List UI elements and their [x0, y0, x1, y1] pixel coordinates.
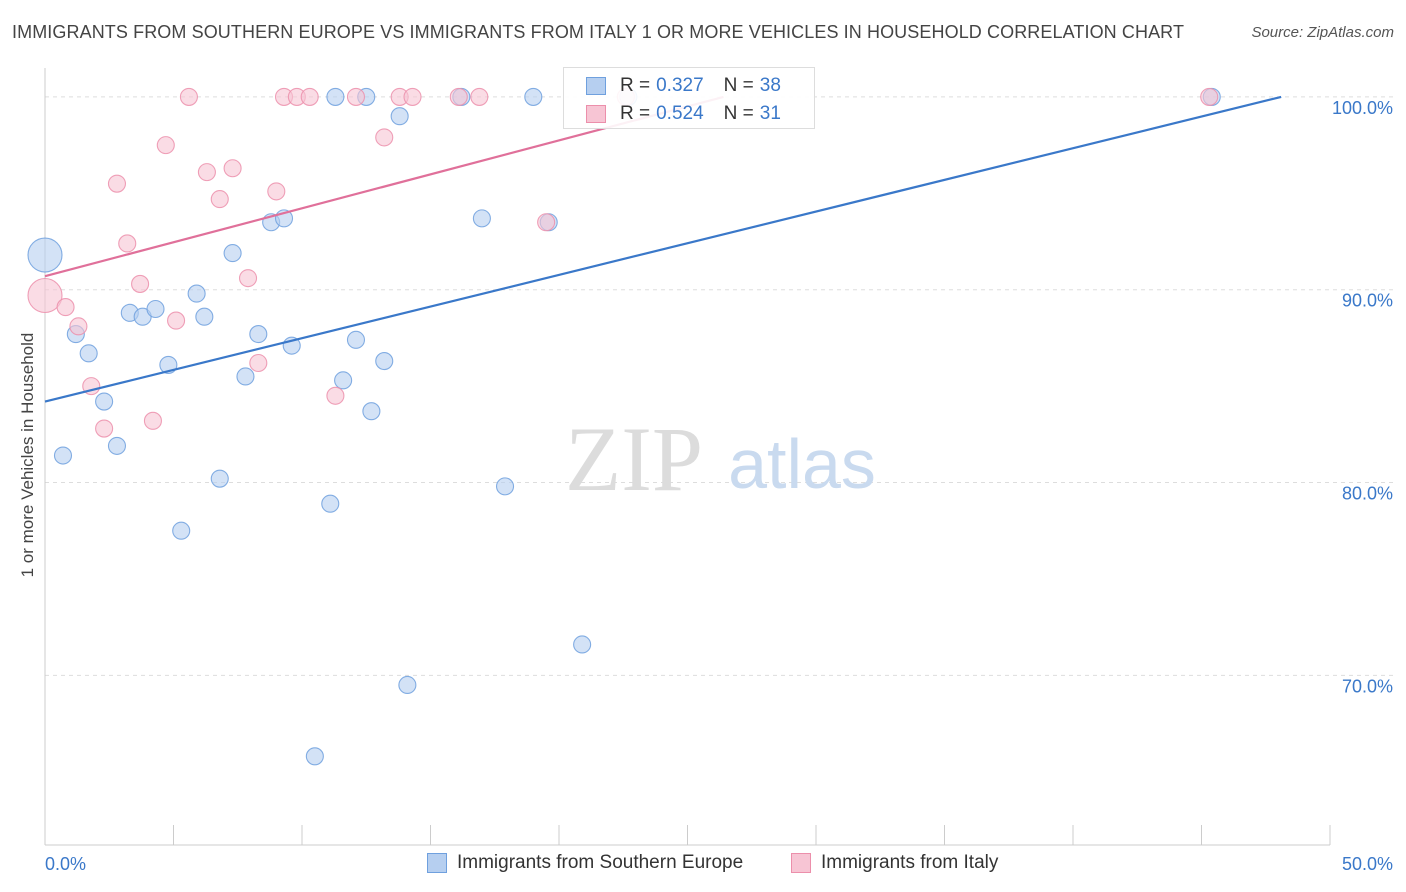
watermark-atlas: atlas [728, 425, 876, 503]
point-southern-europe [249, 325, 268, 344]
y-axis-label: 1 or more Vehicles in Household [18, 332, 37, 578]
point-italy [375, 128, 394, 147]
data-points [27, 87, 1221, 766]
point-southern-europe [187, 284, 206, 303]
point-italy [537, 213, 556, 232]
chart-title: IMMIGRANTS FROM SOUTHERN EUROPE VS IMMIG… [12, 22, 1185, 42]
point-southern-europe [472, 209, 491, 228]
point-italy [1200, 87, 1219, 106]
point-italy [403, 87, 422, 106]
point-italy [56, 298, 75, 317]
watermark: ZIP atlas [565, 408, 876, 510]
legend-n-value: 38 [759, 75, 781, 96]
legend-n-key: N = [723, 75, 754, 96]
legend-swatch-blue [586, 77, 606, 95]
series-legend: Immigrants from Southern Europe Immigran… [0, 852, 1406, 878]
point-southern-europe [362, 402, 381, 421]
y-tick-label: 90.0% [1342, 291, 1393, 311]
point-southern-europe [79, 344, 98, 363]
point-italy [156, 136, 175, 155]
legend-swatch-blue [427, 853, 447, 873]
legend-row-italy: R = 0.524 N = 31 [586, 102, 781, 126]
point-italy [449, 87, 468, 106]
y-tick-label: 100.0% [1332, 98, 1393, 118]
point-italy [95, 419, 114, 438]
legend-swatch-pink [586, 105, 606, 123]
point-southern-europe [172, 521, 191, 540]
y-tick-label: 80.0% [1342, 484, 1393, 504]
point-southern-europe [27, 237, 63, 273]
stats-legend: R = 0.327 N = 38 R = 0.524 N = 31 [563, 67, 815, 129]
x-tick-label: 50.0% [1342, 854, 1393, 874]
source-label: Source: ZipAtlas.com [1251, 24, 1394, 41]
legend-r-key: R = [620, 75, 651, 96]
point-southern-europe [390, 107, 409, 126]
watermark-zip: ZIP [565, 408, 703, 510]
legend-n-value: 31 [759, 103, 781, 124]
point-italy [223, 159, 242, 178]
point-southern-europe [321, 494, 340, 513]
point-italy [470, 87, 489, 106]
legend-n-key: N = [723, 103, 754, 124]
legend-swatch-pink [791, 853, 811, 873]
point-southern-europe [95, 392, 114, 411]
point-italy [118, 234, 137, 253]
point-italy [326, 386, 345, 405]
point-italy [238, 269, 258, 288]
gridlines [45, 96, 1395, 676]
point-italy [179, 87, 198, 106]
point-italy [300, 87, 319, 106]
tick-labels: 100.0% 90.0% 80.0% 70.0% 0.0% 50.0% [45, 98, 1393, 874]
point-italy [143, 411, 162, 430]
legend-row-southern-europe: R = 0.327 N = 38 [586, 74, 781, 98]
legend-item-italy: Immigrants from Italy [791, 852, 998, 874]
point-southern-europe [375, 352, 394, 371]
point-southern-europe [195, 307, 214, 326]
legend-r-value: 0.327 [656, 75, 704, 96]
point-southern-europe [573, 635, 592, 654]
point-southern-europe [223, 244, 242, 263]
point-italy [267, 182, 286, 201]
y-tick-label: 70.0% [1342, 676, 1393, 696]
point-italy [346, 87, 366, 106]
point-southern-europe [398, 675, 417, 695]
point-italy [107, 174, 127, 193]
legend-label-italy: Immigrants from Italy [821, 852, 999, 873]
point-southern-europe [326, 87, 345, 106]
x-tick-label: 0.0% [45, 854, 86, 874]
point-southern-europe [210, 469, 229, 488]
point-italy [167, 311, 186, 330]
trend-line-southern-europe [44, 95, 1282, 403]
legend-r-key: R = [620, 103, 651, 124]
point-italy [210, 190, 229, 209]
legend-item-southern-europe: Immigrants from Southern Europe [427, 852, 743, 874]
point-southern-europe [495, 477, 515, 496]
legend-label-southern-europe: Immigrants from Southern Europe [457, 852, 744, 873]
point-italy [249, 353, 268, 373]
point-italy [27, 277, 63, 314]
point-southern-europe [305, 747, 324, 766]
point-southern-europe [346, 330, 366, 349]
point-southern-europe [53, 446, 73, 465]
point-southern-europe [107, 436, 127, 455]
legend-r-value: 0.524 [656, 103, 704, 124]
point-southern-europe [236, 367, 255, 386]
point-italy [197, 163, 216, 182]
axes [44, 68, 1331, 846]
point-southern-europe [524, 87, 543, 106]
point-italy [69, 317, 88, 336]
point-southern-europe [334, 371, 353, 390]
point-italy [131, 274, 150, 293]
point-southern-europe [146, 299, 165, 319]
